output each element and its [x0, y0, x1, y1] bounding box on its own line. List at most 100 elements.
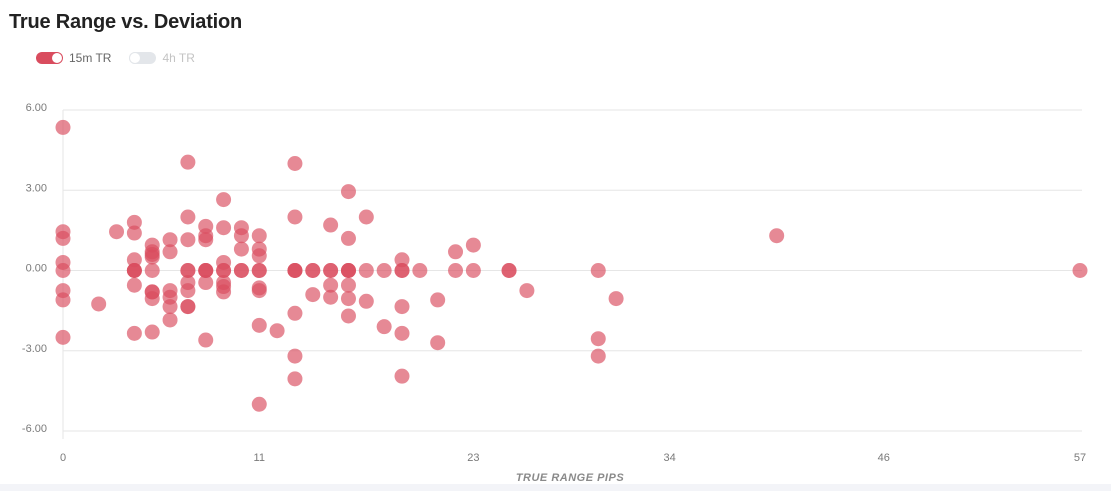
data-point[interactable]: [590, 348, 606, 364]
data-point[interactable]: [216, 263, 232, 278]
data-point[interactable]: [251, 248, 267, 264]
data-point[interactable]: [216, 192, 232, 208]
data-point[interactable]: [305, 263, 321, 278]
data-point[interactable]: [448, 244, 464, 260]
legend-item-15m-tr[interactable]: 15m TR: [36, 51, 111, 65]
data-point[interactable]: [126, 325, 142, 341]
data-point[interactable]: [287, 263, 303, 278]
data-point[interactable]: [394, 325, 410, 341]
data-point[interactable]: [180, 299, 196, 315]
data-point[interactable]: [305, 287, 321, 303]
data-point[interactable]: [162, 232, 178, 248]
data-point[interactable]: [501, 263, 517, 278]
data-point[interactable]: [358, 263, 374, 278]
data-point[interactable]: [608, 291, 624, 307]
x-tick-label: 23: [467, 452, 479, 464]
data-point[interactable]: [323, 217, 339, 233]
toggle-switch-icon[interactable]: [129, 52, 157, 64]
y-tick-label: 0.00: [26, 263, 47, 275]
data-point[interactable]: [233, 241, 249, 257]
data-point[interactable]: [180, 154, 196, 170]
data-point[interactable]: [126, 225, 142, 241]
data-point[interactable]: [287, 209, 303, 225]
data-point[interactable]: [180, 283, 196, 299]
data-point[interactable]: [198, 275, 214, 291]
data-point[interactable]: [162, 312, 178, 328]
data-point[interactable]: [340, 291, 356, 307]
data-point[interactable]: [430, 292, 446, 308]
data-point[interactable]: [394, 368, 410, 384]
data-point[interactable]: [287, 348, 303, 364]
toggle-switch-icon[interactable]: [36, 52, 63, 64]
legend: 15m TR 4h TR: [36, 51, 213, 65]
data-point[interactable]: [323, 263, 339, 278]
data-point[interactable]: [251, 283, 267, 299]
data-point[interactable]: [340, 230, 356, 246]
x-axis-label: TRUE RANGE PIPS: [516, 472, 625, 484]
data-point[interactable]: [144, 291, 160, 307]
data-point[interactable]: [769, 228, 785, 244]
data-point[interactable]: [233, 228, 249, 244]
data-point[interactable]: [590, 331, 606, 347]
data-point[interactable]: [340, 308, 356, 324]
data-point[interactable]: [358, 293, 374, 309]
data-point[interactable]: [162, 299, 178, 315]
data-point[interactable]: [465, 237, 481, 253]
data-point[interactable]: [394, 252, 410, 268]
data-point[interactable]: [144, 249, 160, 265]
data-point[interactable]: [287, 371, 303, 387]
data-point[interactable]: [144, 263, 160, 278]
data-point[interactable]: [216, 284, 232, 300]
data-point[interactable]: [251, 317, 267, 333]
data-point[interactable]: [55, 292, 71, 308]
data-point[interactable]: [323, 277, 339, 293]
data-point[interactable]: [216, 220, 232, 236]
data-point[interactable]: [55, 119, 71, 135]
data-point[interactable]: [198, 232, 214, 248]
data-point[interactable]: [162, 244, 178, 260]
data-point[interactable]: [233, 263, 249, 278]
data-point[interactable]: [91, 296, 107, 312]
chart-title: True Range vs. Deviation: [9, 11, 243, 33]
x-tick-label: 57: [1074, 452, 1086, 464]
data-point[interactable]: [251, 263, 267, 278]
data-point[interactable]: [590, 263, 606, 278]
data-point[interactable]: [180, 263, 196, 278]
data-point[interactable]: [430, 335, 446, 351]
data-point[interactable]: [412, 263, 428, 278]
data-point[interactable]: [340, 263, 356, 278]
data-point[interactable]: [180, 209, 196, 225]
data-point[interactable]: [198, 332, 214, 348]
data-point[interactable]: [251, 228, 267, 244]
data-point[interactable]: [1072, 263, 1088, 278]
data-point[interactable]: [269, 323, 285, 339]
data-point[interactable]: [251, 396, 267, 412]
data-point[interactable]: [109, 224, 125, 240]
data-point[interactable]: [55, 230, 71, 246]
data-point[interactable]: [358, 209, 374, 225]
data-point[interactable]: [394, 299, 410, 315]
data-point[interactable]: [340, 277, 356, 293]
data-point[interactable]: [448, 263, 464, 278]
data-point[interactable]: [323, 289, 339, 305]
data-point[interactable]: [465, 263, 481, 278]
data-point[interactable]: [519, 283, 535, 299]
data-point[interactable]: [126, 214, 142, 230]
data-point[interactable]: [55, 329, 71, 345]
data-point[interactable]: [376, 263, 392, 278]
data-point[interactable]: [376, 319, 392, 335]
legend-item-4h-tr[interactable]: 4h TR: [129, 51, 195, 65]
y-tick-label: -6.00: [22, 423, 47, 435]
y-tick-label: 3.00: [26, 182, 47, 194]
data-point[interactable]: [287, 156, 303, 171]
data-point[interactable]: [55, 263, 71, 278]
data-point[interactable]: [144, 324, 160, 340]
data-point[interactable]: [394, 263, 410, 278]
data-point[interactable]: [287, 305, 303, 321]
data-point[interactable]: [126, 252, 142, 268]
data-point[interactable]: [180, 232, 196, 248]
data-point[interactable]: [126, 263, 142, 278]
data-point[interactable]: [126, 277, 142, 293]
data-point[interactable]: [340, 184, 356, 200]
data-point[interactable]: [198, 263, 214, 278]
